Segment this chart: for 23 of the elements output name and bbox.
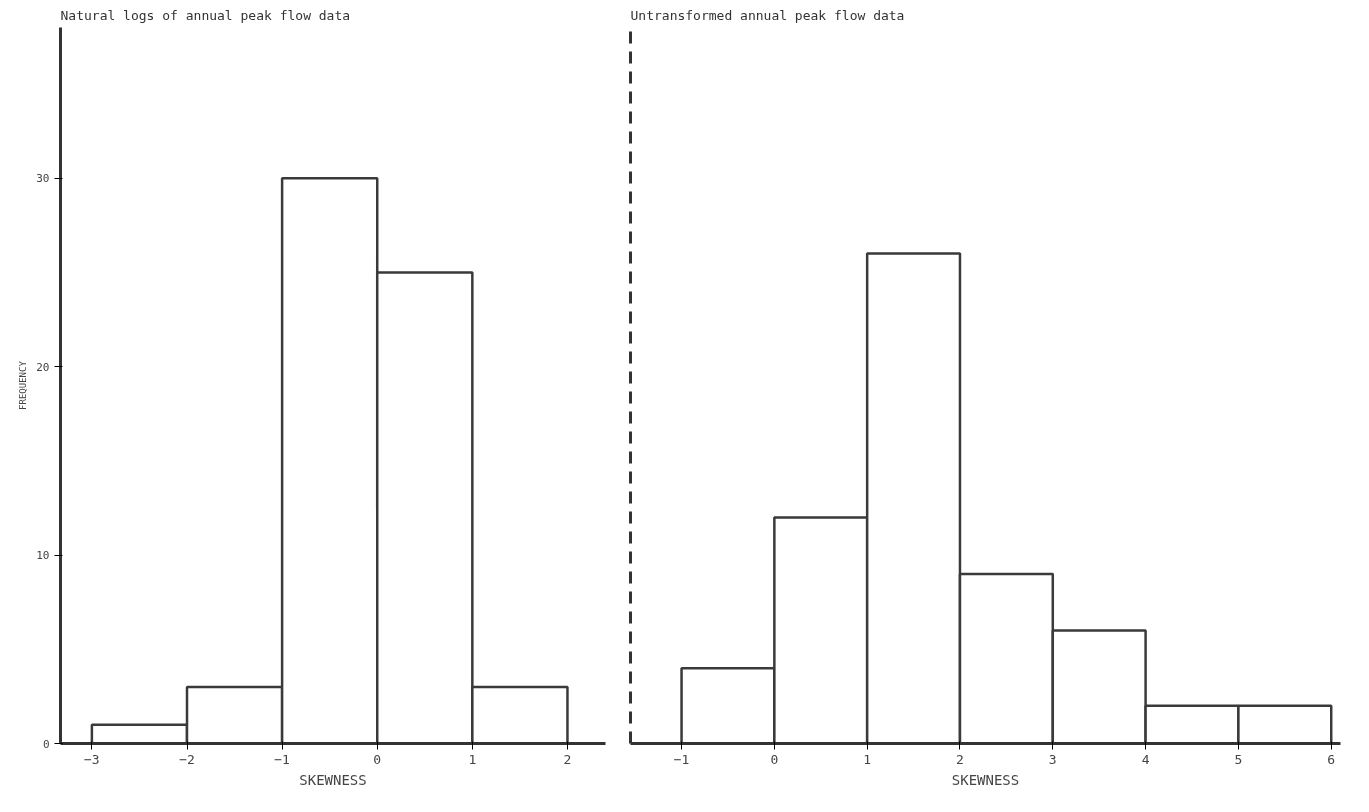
x-tick-label: 6 xyxy=(1327,751,1336,767)
x-tick-label: −2 xyxy=(179,751,195,767)
y-tick-label: 0 xyxy=(42,737,50,751)
x-tick-label: 2 xyxy=(563,751,572,767)
y-axis-title: FREQUENCY xyxy=(18,360,29,410)
x-tick-label: 0 xyxy=(770,751,779,767)
x-axis-title: SKEWNESS xyxy=(299,771,367,788)
x-tick-label: 5 xyxy=(1234,751,1243,767)
x-tick-label: −1 xyxy=(673,751,690,767)
x-tick-label: 1 xyxy=(468,751,477,767)
x-tick-label: 3 xyxy=(1048,751,1057,767)
x-tick-label: 1 xyxy=(863,751,872,767)
x-axis-title: SKEWNESS xyxy=(951,771,1020,788)
y-tick-label: 10 xyxy=(36,549,50,563)
y-tick-label: 30 xyxy=(36,172,50,186)
chart-title: Untransformed annual peak flow data xyxy=(630,7,905,23)
chart-title: Natural logs of annual peak flow data xyxy=(60,7,351,23)
x-tick-label: 2 xyxy=(956,751,964,767)
y-tick-label: 20 xyxy=(36,360,50,374)
x-tick-label: −3 xyxy=(84,751,100,767)
x-tick-label: 4 xyxy=(1141,751,1150,767)
x-tick-label: −1 xyxy=(274,751,290,767)
x-tick-label: 0 xyxy=(373,751,382,767)
